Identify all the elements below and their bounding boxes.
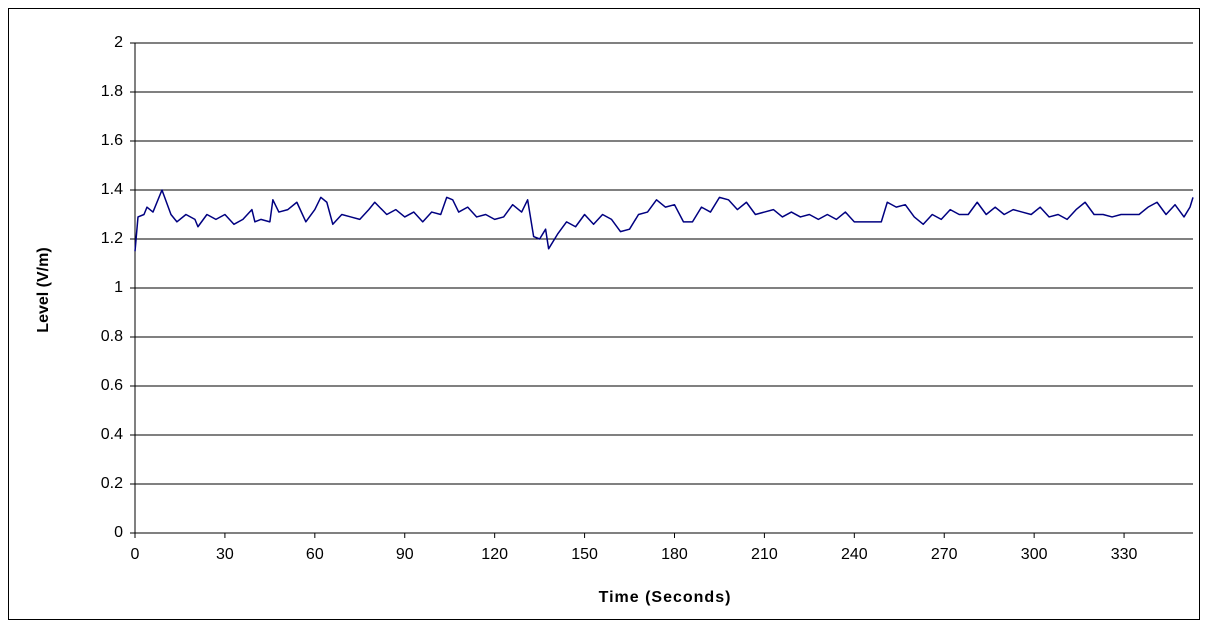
y-tick-label: 2 bbox=[114, 34, 123, 51]
x-tick-label: 180 bbox=[661, 546, 688, 563]
x-tick-label: 90 bbox=[396, 546, 414, 563]
data-line bbox=[134, 189, 1194, 252]
x-tick-label: 120 bbox=[481, 546, 508, 563]
y-tick-label: 1.2 bbox=[101, 230, 123, 247]
y-axis-title: Level (V/m) bbox=[35, 247, 52, 332]
x-tick-label: 0 bbox=[131, 546, 140, 563]
x-axis-title: Time (Seconds) bbox=[599, 589, 732, 606]
chart-border bbox=[8, 8, 1200, 620]
y-tick-label: 1 bbox=[114, 279, 123, 296]
y-tick-label: 1.6 bbox=[101, 132, 123, 149]
y-tick-label: 0.2 bbox=[101, 475, 123, 492]
y-tick-label: 1.4 bbox=[101, 181, 123, 198]
y-tick-label: 0.6 bbox=[101, 377, 123, 394]
x-tick-label: 210 bbox=[751, 546, 778, 563]
x-tick-label: 240 bbox=[841, 546, 868, 563]
x-tick-label: 300 bbox=[1021, 546, 1048, 563]
y-tick-label: 1.8 bbox=[101, 83, 123, 100]
x-tick-label: 270 bbox=[931, 546, 958, 563]
x-tick-label: 330 bbox=[1111, 546, 1138, 563]
y-tick-label: 0.8 bbox=[101, 328, 123, 345]
y-tick-label: 0.4 bbox=[101, 426, 123, 443]
x-tick-label: 60 bbox=[306, 546, 324, 563]
y-tick-label: 0 bbox=[114, 524, 123, 541]
x-tick-label: 150 bbox=[571, 546, 598, 563]
x-tick-label: 30 bbox=[216, 546, 234, 563]
